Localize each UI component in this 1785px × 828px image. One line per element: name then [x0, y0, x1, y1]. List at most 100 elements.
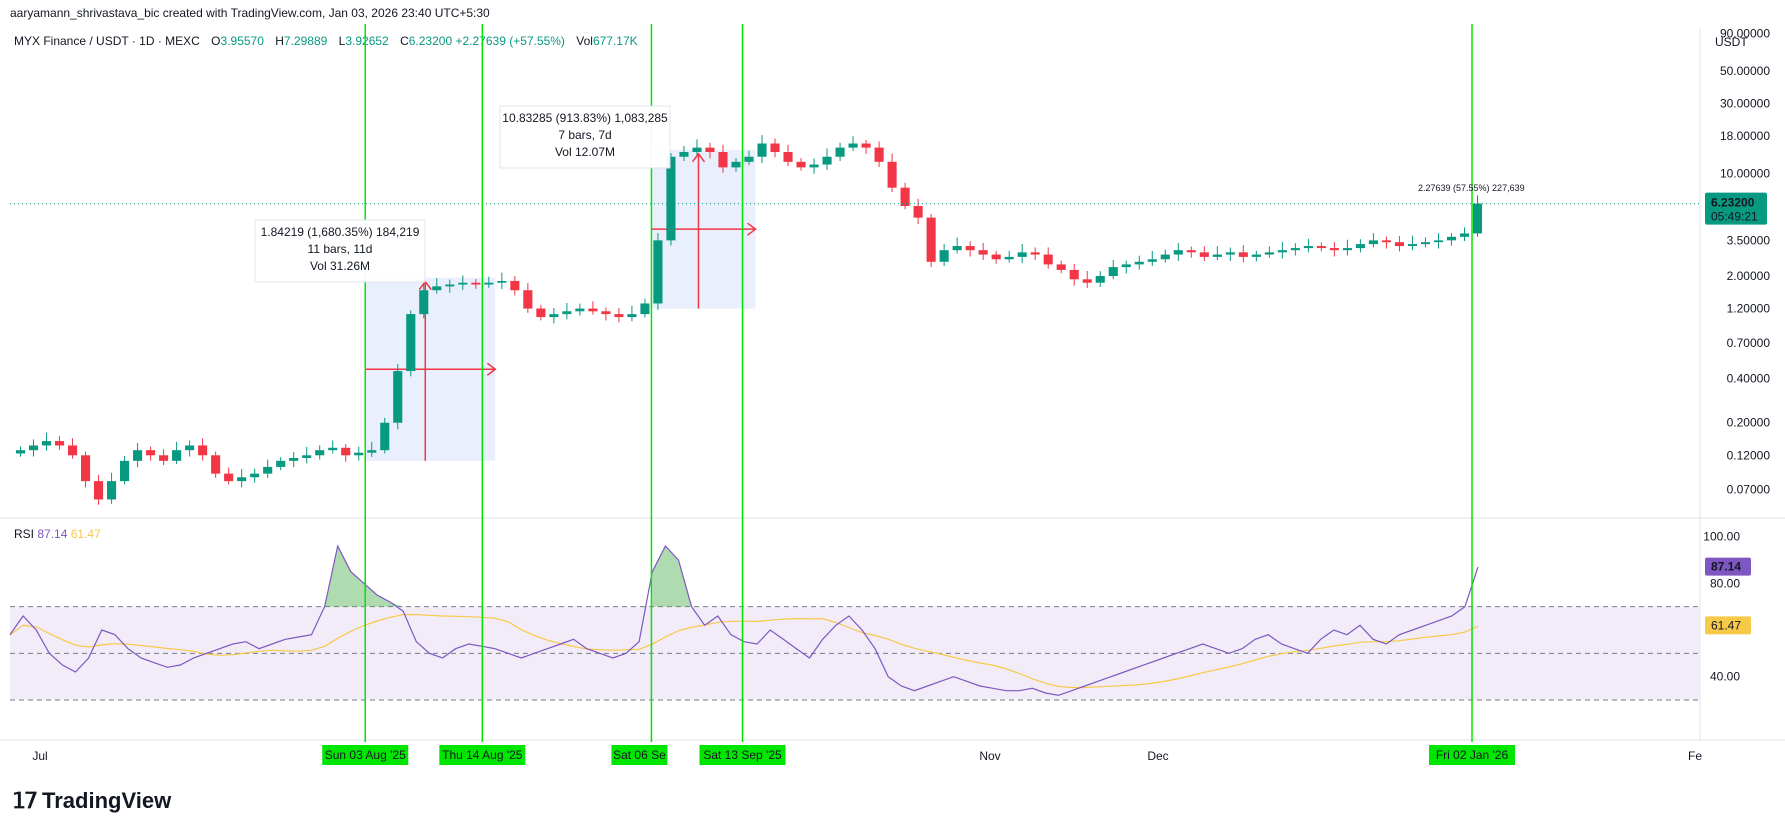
candle-up	[1134, 261, 1144, 265]
candle-up	[1368, 240, 1378, 245]
current-price-badge	[1705, 192, 1767, 225]
rsi-overbought-fill	[652, 546, 705, 607]
candle-up	[185, 445, 195, 451]
high-value: 7.29889	[283, 34, 328, 48]
rsi-axis[interactable]: 100.00 80.00 40.00 87.14 61.47	[1703, 530, 1751, 684]
current-price-label: 6.23200	[1711, 196, 1755, 210]
close-value: 6.23200	[408, 34, 453, 48]
candle-down	[224, 473, 234, 482]
candle-up	[133, 450, 143, 461]
candle-down	[211, 455, 221, 474]
candle-down	[80, 455, 91, 482]
rsi-line	[9, 544, 1479, 696]
volume-label: Vol	[576, 34, 593, 48]
candle-down	[471, 282, 481, 285]
candle-up	[1472, 203, 1483, 234]
candle-up	[419, 290, 429, 315]
measure-arrow-head	[747, 222, 757, 236]
candle-up	[939, 250, 949, 262]
rsi-tick-label: 100.00	[1703, 530, 1740, 544]
time-tick-label: Nov	[979, 749, 1000, 763]
price-tick-label: 2.00000	[1727, 269, 1771, 283]
candle-up	[1251, 254, 1261, 257]
candle-up	[1433, 240, 1444, 243]
candle-up	[640, 303, 650, 315]
candle-down	[991, 254, 1001, 260]
symbol-name[interactable]: MYX Finance / USDT · 1D · MEXC	[14, 34, 200, 48]
open-label: O	[211, 34, 221, 48]
candle-up	[445, 284, 455, 287]
candle-down	[198, 445, 208, 456]
candle-up	[835, 147, 845, 157]
rsi-label: RSI	[14, 527, 35, 541]
candle-down	[94, 481, 104, 500]
highlight-date-badge	[699, 745, 786, 765]
candle-down	[1056, 264, 1066, 270]
measure-info-line: 1.84219 (1,680.35%) 184,219	[261, 225, 420, 239]
candle-up	[1160, 254, 1170, 260]
candle-down	[900, 187, 910, 207]
price-tick-label: 0.20000	[1727, 416, 1771, 430]
candle-up	[172, 450, 182, 461]
measure-info-line: 7 bars, 7d	[558, 128, 611, 142]
price-tick-label: 1.20000	[1727, 302, 1771, 316]
candle-up	[1290, 248, 1300, 251]
candle-up	[276, 460, 286, 467]
candle-up	[627, 314, 637, 318]
rsi-ma-legend-value: 61.47	[70, 527, 101, 541]
measure-info-line: Vol 31.26M	[310, 259, 370, 273]
low-value: 3.92652	[345, 34, 389, 48]
candle-up	[250, 473, 260, 478]
candle-down	[861, 143, 871, 148]
highlight-date-label: Fri 02 Jan '26	[1436, 748, 1509, 762]
candle-up	[1225, 252, 1235, 255]
candle-up	[367, 450, 377, 453]
price-tick-label: 90.00000	[1720, 26, 1770, 40]
price-tick-label: 3.50000	[1727, 233, 1771, 247]
rsi-ma-badge	[1705, 616, 1751, 635]
measure-info-line: 11 bars, 11d	[308, 242, 373, 256]
price-tick-label: 50.00000	[1720, 64, 1770, 78]
candle-up	[120, 460, 130, 482]
candle-up	[1459, 233, 1470, 237]
candle-down	[1199, 252, 1209, 257]
candle-up	[1342, 248, 1352, 251]
rsi-legend-value: 87.14	[37, 527, 68, 541]
candle-down	[588, 308, 598, 312]
candle-up	[302, 455, 312, 458]
candle-down	[887, 161, 897, 188]
tradingview-brand[interactable]: 𝟣𝟩 TradingView	[12, 788, 171, 814]
candle-up	[41, 441, 52, 446]
high-label: H	[275, 34, 284, 48]
candle-up	[432, 286, 442, 291]
rsi-ma-label: 61.47	[1711, 618, 1741, 632]
candle-up	[28, 445, 39, 451]
candle-up	[1017, 252, 1027, 257]
candle-down	[523, 290, 533, 309]
rsi-tick-label: 80.00	[1710, 576, 1740, 590]
highlight-date-label: Sat 06 Se	[613, 748, 666, 762]
candle-up	[393, 371, 403, 423]
candle-up	[1303, 246, 1313, 249]
candle-up	[1173, 250, 1183, 255]
candle-down	[614, 314, 624, 318]
price-tick-label: 0.07000	[1727, 483, 1771, 497]
candle-up	[822, 156, 832, 165]
rsi-value-label: 87.14	[1711, 560, 1741, 574]
candle-down	[1394, 242, 1404, 247]
highlight-date-label: Sat 13 Sep '25	[703, 748, 782, 762]
candle-down	[1082, 279, 1092, 283]
close-label: C	[400, 34, 409, 48]
price-tick-label: 0.12000	[1727, 448, 1771, 462]
candle-up	[458, 282, 468, 285]
candle-up	[237, 477, 247, 482]
candle-up	[1277, 250, 1287, 253]
candle-down	[536, 308, 546, 318]
candle-up	[15, 450, 26, 454]
candle-up	[1407, 244, 1418, 247]
time-tick-label: Jul	[32, 749, 47, 763]
candle-down	[1238, 252, 1248, 257]
